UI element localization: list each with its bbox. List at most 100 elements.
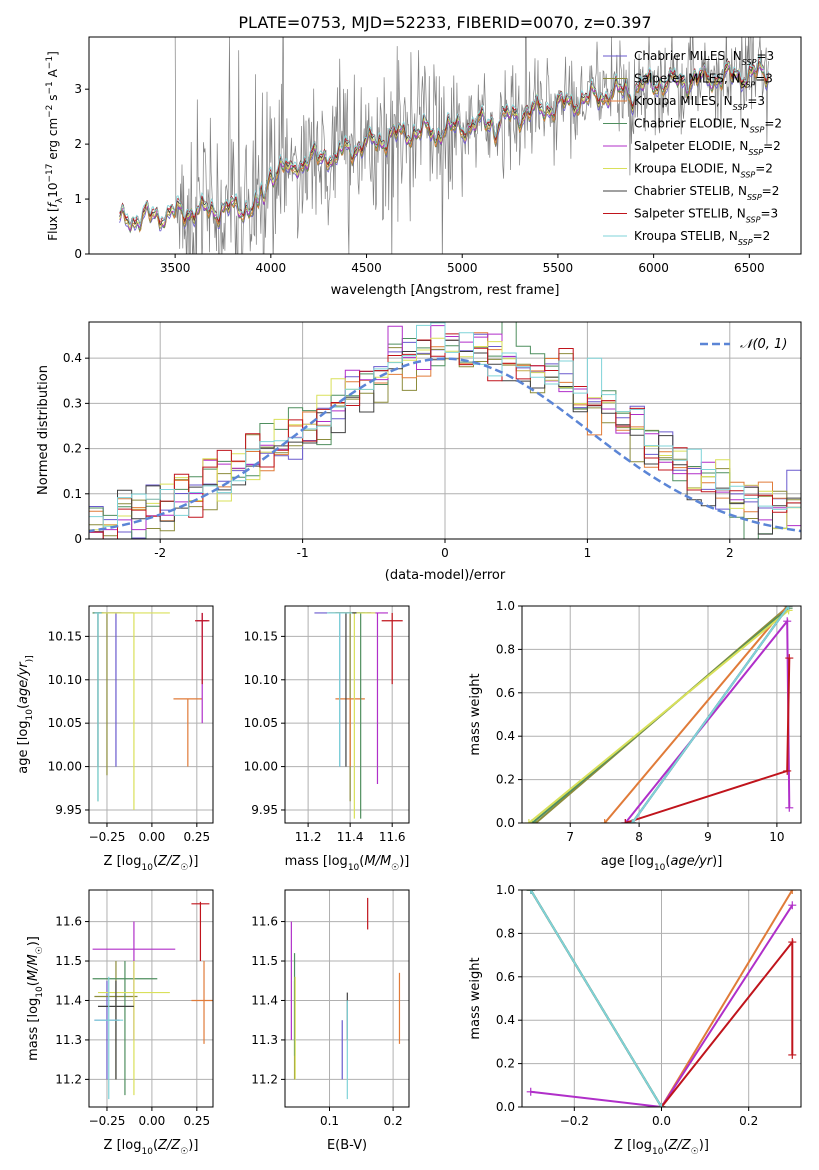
x-tick-label: −0.25	[89, 1114, 126, 1128]
histogram-step-line	[89, 322, 801, 537]
y-tick-label: 0.8	[496, 642, 515, 656]
x-axis-label-part: 10	[141, 863, 153, 873]
y-tick-label: 10.15	[244, 629, 278, 643]
x-axis-label: mass [log10(M/M☉)]	[285, 854, 410, 873]
y-tick-label: 0.2	[496, 1057, 515, 1071]
x-axis-label-part: 10	[654, 863, 666, 873]
y-tick-label: 0.2	[496, 773, 515, 787]
legend-model-name: Chabrier STELIB, N	[634, 184, 747, 198]
x-axis-label-part: mass [log	[285, 854, 348, 869]
legend-label: Chabrier ELODIE, NSSP=2	[634, 117, 782, 135]
plus-marker	[785, 654, 794, 663]
axes-frame	[521, 605, 802, 824]
x-axis-label-part: ☉	[391, 863, 399, 873]
legend-model-name: Salpeter MILES, N	[634, 72, 741, 86]
y-axis-label-part: (	[16, 704, 31, 709]
legend-subscript: SSP	[747, 193, 762, 202]
spectrum-axes: 3500 4000 4500 5000 5500 6000 6500 0 1 2 3 waveleng…	[45, 36, 802, 298]
plot-area	[92, 612, 210, 810]
y-axis-label: mass [log10(M/M☉)]	[26, 936, 45, 1061]
plus-marker	[628, 819, 637, 823]
x-axis-label-part: )]	[712, 854, 722, 869]
y-tick-label: 11.4	[55, 993, 82, 1007]
x-axis-label-part: )]	[699, 1138, 709, 1153]
plus-marker	[621, 819, 630, 823]
x-axis-label: wavelength [Angstrom, rest frame]	[331, 283, 560, 298]
y-tick-label: 11.2	[251, 1072, 278, 1086]
y-axis-label-part: )]	[26, 936, 41, 946]
plus-marker	[788, 1050, 797, 1059]
y-tick-label: 10.10	[244, 673, 278, 687]
y-axis-label-part: age [log	[16, 720, 31, 773]
x-axis-label-part: age [log	[601, 854, 654, 869]
y-axis-label-part: −2	[45, 105, 55, 118]
x-tick-label: 11.4	[337, 830, 364, 844]
x-axis-label-part: Z [log	[104, 1138, 142, 1153]
x-axis-label-part: (	[153, 854, 158, 869]
legend-model-name: Kroupa STELIB, N	[634, 229, 738, 243]
legend-model-name: Salpeter ELODIE, N	[634, 139, 748, 153]
model-spectrum-line	[119, 55, 769, 226]
legend-model-name: Chabrier MILES, N	[634, 49, 742, 63]
y-tick-label: 0.0	[496, 816, 515, 830]
x-axis-label-part: (	[665, 854, 670, 869]
plus-marker	[785, 803, 794, 812]
legend-model-name: Kroupa ELODIE, N	[634, 162, 741, 176]
y-tick-label: 0.8	[496, 926, 515, 940]
y-tick-label: 1.0	[496, 599, 515, 613]
legend-nssp: =2	[755, 162, 773, 176]
x-axis-label-part: 10	[141, 1147, 153, 1157]
plus-marker	[657, 1103, 666, 1107]
y-tick-label: 0	[74, 532, 82, 546]
y-tick-label: 10.15	[48, 629, 82, 643]
data-spectrum-line	[174, 37, 769, 254]
x-tick-label: −0.25	[89, 830, 126, 844]
y-tick-label: 11.5	[55, 954, 82, 968]
x-tick-label: 6500	[734, 261, 765, 275]
x-axis-label-part: (	[359, 854, 364, 869]
mass_vs_ebv-axes: 0.1 0.2 11.2 11.3 11.4 11.5 11.6 E(B-V)	[251, 889, 410, 1153]
legend-nssp: =2	[764, 117, 782, 131]
x-tick-label: 1	[584, 546, 592, 560]
plot-area	[524, 606, 794, 823]
y-axis-label-part: −1	[45, 81, 55, 94]
plus-marker	[526, 890, 535, 894]
y-tick-label: 10.05	[48, 716, 82, 730]
y-tick-label: 10.00	[48, 760, 82, 774]
normal-curve-line	[89, 357, 801, 533]
y-axis-label-part: mass [log	[26, 998, 41, 1061]
mass-weight-line	[603, 606, 788, 823]
plus-marker	[788, 938, 797, 947]
x-tick-label: 10	[769, 830, 784, 844]
y-tick-label: 1.0	[496, 883, 515, 897]
mass-weight-line	[660, 939, 794, 1107]
legend-nssp: =3	[760, 207, 778, 221]
axes-frame	[284, 889, 410, 1108]
plus-marker	[783, 617, 792, 626]
x-axis-label: (data-model)/error	[385, 568, 506, 583]
y-tick-label: 0	[74, 247, 82, 261]
mass-weight-line	[660, 890, 794, 1107]
x-tick-label: 0.25	[183, 830, 210, 844]
y-axis-label: Normed distribution	[36, 365, 51, 495]
x-axis-label: Z [log10(Z/Z☉)]	[104, 1138, 199, 1157]
x-axis-label-part: age/yr	[670, 854, 713, 869]
y-axis-label-part: f	[46, 201, 60, 207]
y-tick-label: 0.1	[63, 487, 82, 501]
age_vs_mass-axes: 11.2 11.4 11.6 9.95 10.00 10.05 10.10 10.15 mass…	[244, 605, 410, 873]
x-axis-label-part: Z/Z	[157, 1138, 181, 1153]
figure-title: PLATE=0753, MJD=52233, FIBERID=0070, z=0…	[238, 13, 651, 32]
legend-subscript: SSP	[738, 238, 753, 247]
x-axis-label-part: )]	[188, 1138, 198, 1153]
y-tick-label: 11.2	[55, 1072, 82, 1086]
y-axis-label-part: 10	[25, 709, 35, 721]
legend-subscript: SSP	[733, 103, 748, 112]
axes-frame	[88, 889, 214, 1108]
legend-subscript: SSP	[746, 215, 761, 224]
x-axis-label-part: Z [log	[104, 854, 142, 869]
x-tick-label: -2	[154, 546, 166, 560]
legend-label: Kroupa MILES, NSSP=3	[634, 94, 765, 112]
mass-weight-line	[624, 618, 791, 823]
mass-weight-line	[530, 904, 794, 1107]
